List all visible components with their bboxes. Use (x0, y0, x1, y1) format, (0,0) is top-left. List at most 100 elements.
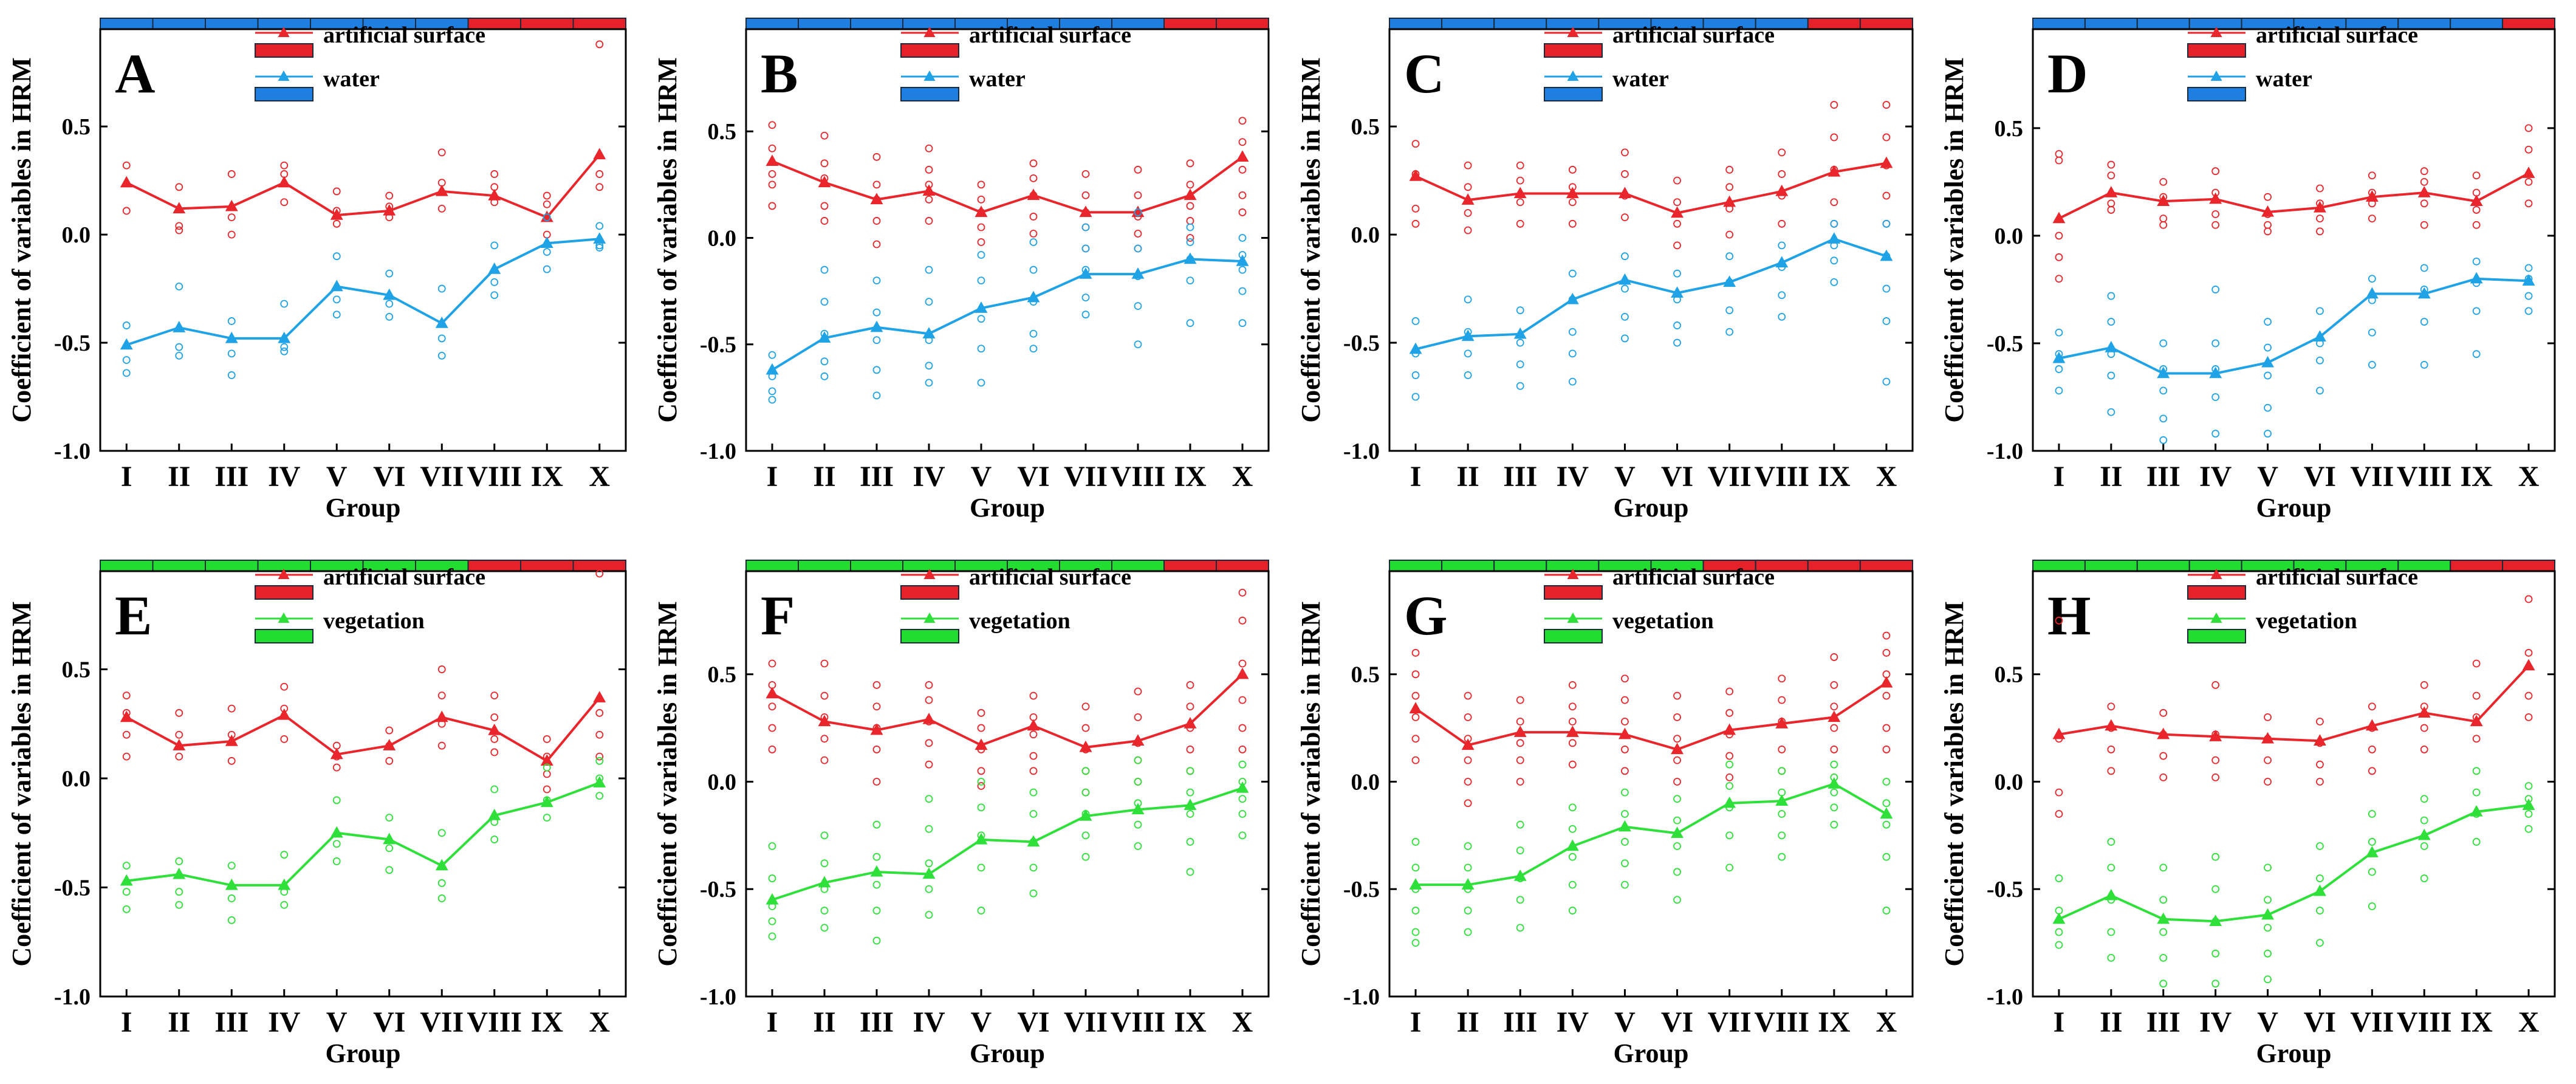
scatter-point (2368, 360, 2376, 369)
scatter-point (872, 936, 881, 945)
scatter-point (925, 911, 933, 919)
scatter-point (2055, 253, 2063, 261)
x-tick-label: VIII (1111, 461, 1166, 493)
scatter-point (1411, 140, 1420, 148)
x-axis-title: Group (2256, 1038, 2332, 1068)
scatter-point (1568, 718, 1577, 726)
series-vegetation (2052, 767, 2535, 988)
group-color-cell (2032, 18, 2086, 30)
scatter-point (872, 217, 881, 225)
group-color-cell (1807, 560, 1861, 572)
scatter-point (1621, 767, 1629, 775)
legend-label: vegetation (2256, 608, 2357, 634)
scatter-point (227, 894, 236, 902)
x-tick-label: X (2518, 461, 2540, 493)
x-tick-label: V (971, 1006, 992, 1038)
scatter-point (2420, 746, 2428, 753)
scatter-point (1621, 696, 1629, 704)
scatter-point (2159, 414, 2168, 423)
legend-label: artificial surface (2256, 22, 2418, 48)
legend-marker (1567, 70, 1579, 81)
scatter-point (1411, 907, 1420, 914)
scatter-point (2524, 145, 2533, 154)
mean-marker (2261, 355, 2274, 368)
y-tick-label: -0.5 (1343, 331, 1380, 356)
scatter-point (1725, 306, 1734, 315)
mean-marker (330, 826, 343, 838)
mean-marker (120, 710, 133, 722)
group-color-cell (1807, 18, 1861, 30)
scatter-point (977, 345, 985, 353)
y-axis-title: Coefficient of variables in HRM (1296, 601, 1326, 966)
scatter-point (2159, 386, 2168, 395)
x-tick-label: II (168, 461, 190, 493)
group-color-cell (152, 18, 206, 30)
scatter-point (2159, 928, 2168, 936)
scatter-point (1673, 176, 1681, 185)
scatter-point (1186, 767, 1194, 775)
mean-marker (1461, 329, 1475, 341)
series-line (1414, 682, 1888, 751)
series-line (126, 781, 600, 887)
mean-marker (1828, 232, 1841, 244)
series-artificial-surface (766, 588, 1249, 797)
legend-swatch (2187, 585, 2246, 600)
x-tick-label: VI (373, 1006, 405, 1038)
panel-letter: H (2047, 585, 2091, 647)
scatter-point (768, 932, 776, 941)
scatter-point (2107, 206, 2115, 214)
legend-label: artificial surface (2256, 564, 2418, 590)
x-axis-title: Group (2256, 493, 2332, 523)
scatter-point (490, 691, 499, 700)
x-tick-label: III (1503, 1006, 1537, 1038)
group-color-cell (2032, 560, 2086, 572)
mean-marker (2209, 914, 2222, 926)
series-artificial-surface (766, 117, 1249, 253)
scatter-point (2107, 408, 2115, 416)
scatter-point (1134, 687, 1142, 696)
scatter-point (872, 366, 881, 374)
scatter-point (543, 785, 551, 794)
scatter-point (2316, 356, 2324, 365)
y-tick-label: -0.5 (700, 332, 736, 358)
mean-marker (1566, 839, 1579, 851)
scatter-point (1411, 317, 1420, 325)
y-tick-label: -1.0 (1343, 984, 1380, 1010)
legend-swatch (1544, 585, 1603, 600)
scatter-point (490, 835, 499, 843)
x-tick-label: IV (913, 1006, 945, 1038)
scatter-point (2368, 214, 2376, 222)
scatter-point (1411, 670, 1420, 679)
scatter-point (2368, 767, 2376, 775)
scatter-point (490, 241, 499, 250)
scatter-point (1673, 241, 1681, 250)
scatter-point (1725, 831, 1734, 840)
panel-letter: F (761, 585, 795, 647)
mean-marker (922, 867, 936, 879)
scatter-point (2159, 177, 2168, 186)
mean-marker (922, 327, 936, 338)
scatter-point (2159, 752, 2168, 760)
scatter-point (2211, 393, 2220, 401)
legend-label: vegetation (323, 608, 425, 634)
mean-marker (1079, 809, 1092, 821)
scatter-point (385, 726, 394, 735)
x-tick-label: VII (2350, 1006, 2394, 1038)
scatter-point (1464, 161, 1472, 170)
mean-marker (975, 738, 988, 750)
scatter-point (1882, 778, 1891, 786)
group-color-cell (902, 18, 956, 30)
scatter-point (1464, 863, 1472, 872)
scatter-point (332, 840, 341, 848)
scatter-point (1673, 198, 1681, 207)
scatter-point (1081, 191, 1090, 199)
panel-g: -1.0-0.50.00.5I II III IV V VI VII VIII IX XGroup… (1296, 560, 1914, 1068)
scatter-point (595, 756, 604, 765)
group-color-cell (257, 560, 311, 572)
series-line (2058, 665, 2530, 743)
mean-marker (1566, 292, 1579, 304)
mean-marker (593, 232, 606, 244)
mean-marker (1723, 195, 1736, 207)
mean-marker (1828, 165, 1841, 177)
mean-marker (2314, 201, 2326, 213)
